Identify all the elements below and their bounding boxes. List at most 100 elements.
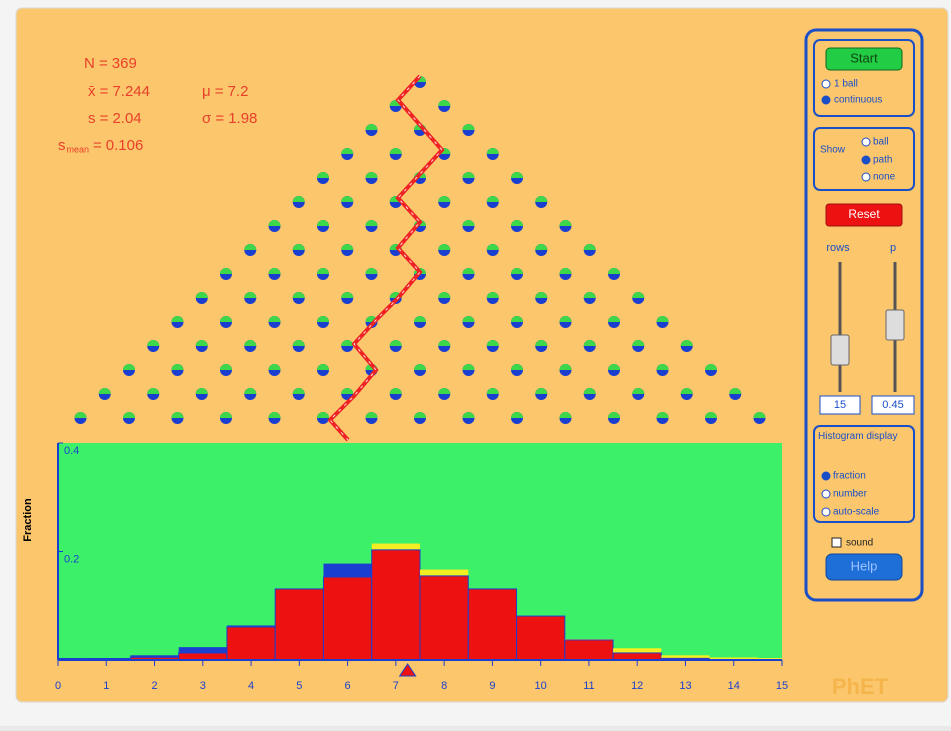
peg-top xyxy=(486,196,499,202)
peg-top xyxy=(535,340,548,346)
show-label: Show xyxy=(820,145,846,156)
radio[interactable] xyxy=(821,471,831,481)
x-tick-label: 15 xyxy=(776,680,788,692)
p-value: 0.45 xyxy=(882,399,903,411)
bar xyxy=(516,615,566,661)
peg-top xyxy=(705,412,717,418)
peg-top xyxy=(268,268,281,274)
radio-label: path xyxy=(873,155,892,166)
mean-marker xyxy=(398,663,417,677)
peg-top xyxy=(462,172,475,178)
x-tick-label: 1 xyxy=(103,680,109,692)
radio-label: auto-scale xyxy=(833,507,880,518)
peg-top xyxy=(365,172,378,178)
peg-top xyxy=(486,388,499,394)
stat-value: 1.98 xyxy=(228,110,257,127)
peg-top xyxy=(414,316,426,322)
peg-top xyxy=(147,340,160,346)
rows-input[interactable] xyxy=(819,395,861,415)
x-tick-label: 6 xyxy=(345,680,351,692)
stat-label: s xyxy=(58,137,66,154)
peg-top xyxy=(341,292,354,298)
y-axis-label: Fraction xyxy=(22,498,34,542)
peg-top xyxy=(438,196,451,202)
peg-top xyxy=(171,316,184,322)
peg-top xyxy=(389,388,402,394)
peg-top xyxy=(438,244,451,250)
ideal-bar xyxy=(661,655,710,660)
peg-top xyxy=(462,316,475,322)
peg-top xyxy=(195,292,208,298)
stat-equals: = xyxy=(93,137,102,154)
peg-top xyxy=(559,268,572,274)
peg-top xyxy=(268,412,281,418)
peg-top xyxy=(244,340,257,346)
peg-top xyxy=(486,244,499,250)
radio[interactable] xyxy=(821,95,831,105)
rows-label: rows xyxy=(826,242,850,254)
x-tick-label: 4 xyxy=(248,680,254,692)
peg-top xyxy=(414,412,426,418)
sound-checkbox[interactable] xyxy=(831,537,842,548)
peg-top xyxy=(317,412,329,418)
bar xyxy=(371,549,421,661)
radio[interactable] xyxy=(821,79,831,89)
radio[interactable] xyxy=(861,137,871,147)
start-button[interactable] xyxy=(825,47,903,71)
radio-label: ball xyxy=(873,137,889,148)
ball-path-highlight xyxy=(329,75,443,441)
radio[interactable] xyxy=(861,155,871,165)
stat-value: 7.2 xyxy=(228,83,249,100)
radio[interactable] xyxy=(821,489,831,499)
phet-logo: PhET xyxy=(832,674,889,699)
peg-top xyxy=(511,316,523,322)
peg-top xyxy=(171,412,184,418)
peg-top xyxy=(511,364,523,370)
radio[interactable] xyxy=(821,507,831,517)
peg-top xyxy=(535,196,548,202)
peg-top xyxy=(195,340,208,346)
bar xyxy=(274,588,324,661)
peg-top xyxy=(438,100,451,106)
peg-top xyxy=(389,340,402,346)
reset-label: Reset xyxy=(848,207,880,221)
radio[interactable] xyxy=(861,172,871,182)
peg-board xyxy=(74,76,766,424)
stat-value: 7.244 xyxy=(112,83,150,100)
help-button[interactable] xyxy=(825,553,903,581)
mode-box xyxy=(813,39,915,117)
histogram-display-wrap: Histogram display xyxy=(818,431,897,442)
peg-top xyxy=(462,412,475,418)
x-tick-label: 9 xyxy=(489,680,495,692)
peg-top xyxy=(535,244,548,250)
sound-label: sound xyxy=(846,538,873,549)
p-input[interactable] xyxy=(871,395,915,415)
peg-top xyxy=(559,364,572,370)
show-box xyxy=(813,127,915,191)
peg-top xyxy=(438,292,451,298)
peg-top xyxy=(147,388,160,394)
peg-top xyxy=(365,220,378,226)
p-slider-knob[interactable] xyxy=(885,309,905,341)
radio-label: continuous xyxy=(834,95,882,106)
peg-top xyxy=(171,364,184,370)
bars xyxy=(58,543,782,661)
peg-top xyxy=(389,148,402,154)
rows-slider-knob[interactable] xyxy=(830,334,850,366)
peg-top xyxy=(438,388,451,394)
start-label: Start xyxy=(850,50,878,65)
reset-button[interactable] xyxy=(825,203,903,227)
peg-top xyxy=(317,364,329,370)
peg-top xyxy=(98,388,111,394)
peg-top xyxy=(535,388,548,394)
peg-top xyxy=(632,388,645,394)
peg-top xyxy=(608,316,620,322)
peg-top xyxy=(608,412,620,418)
bar xyxy=(226,626,276,661)
peg-top xyxy=(753,412,766,418)
peg-top xyxy=(511,268,523,274)
peg-top xyxy=(317,220,329,226)
peg-top xyxy=(292,292,305,298)
peg-top xyxy=(341,244,354,250)
stat-label: s = xyxy=(88,110,109,127)
